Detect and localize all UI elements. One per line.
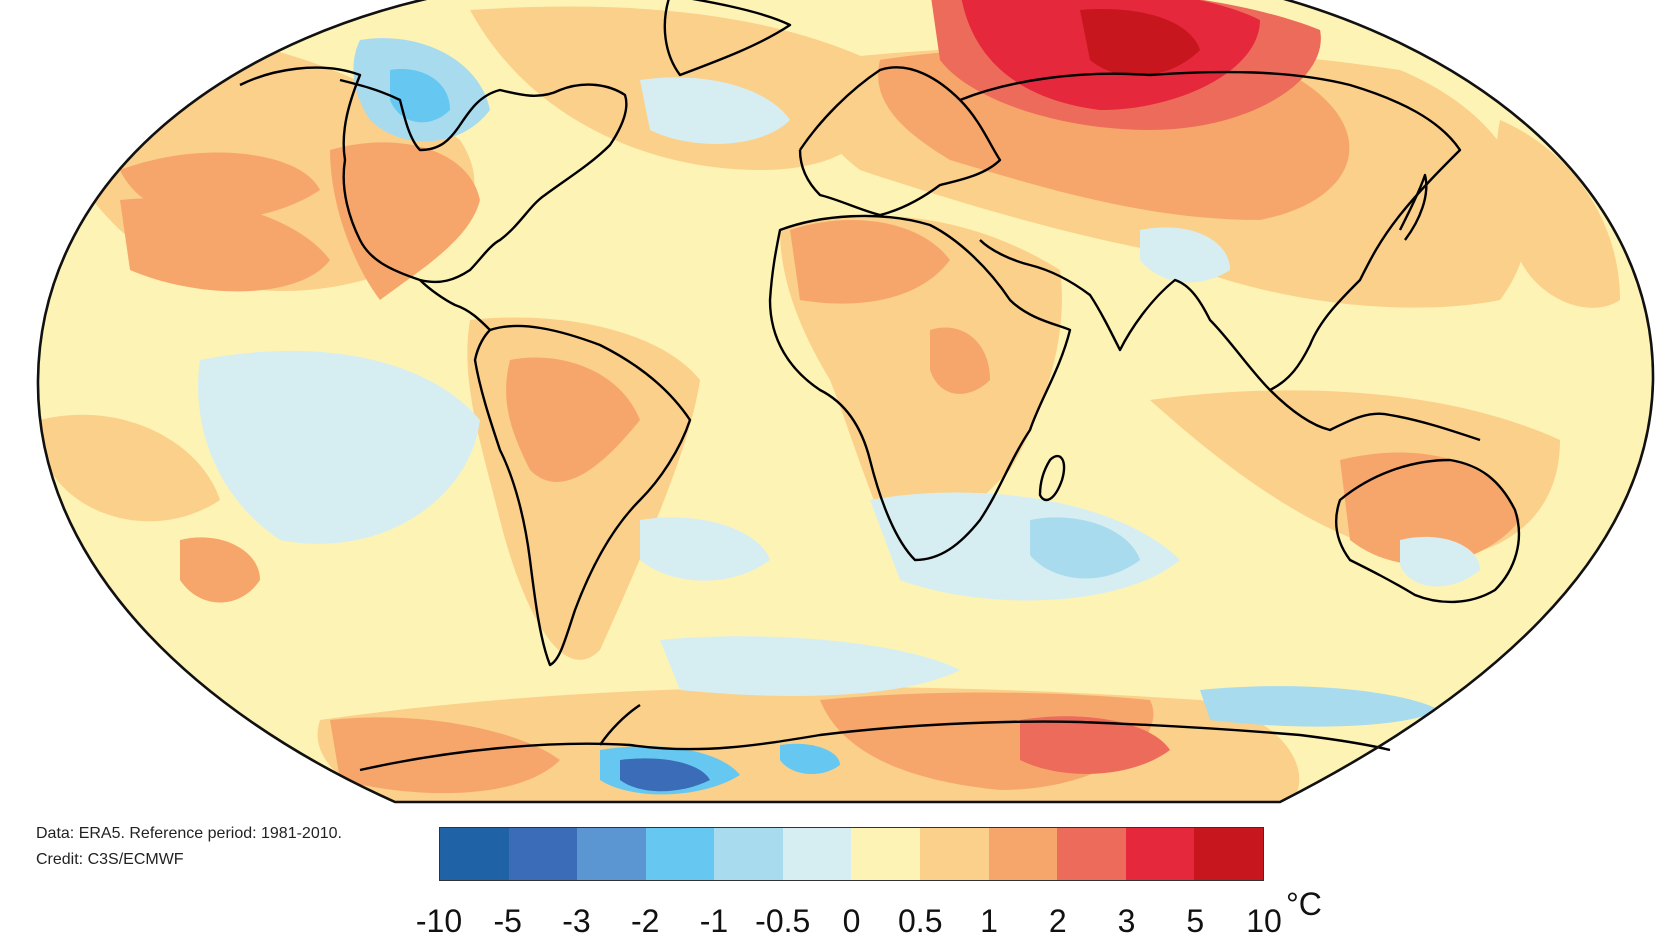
colorbar-swatch [1057,828,1126,880]
anomaly-patch [790,220,950,304]
colorbar-tick-label: 10 [1246,903,1282,939]
colorbar-tick-label: 0.5 [898,903,943,939]
antarctica-coast [359,720,1391,772]
colorbar-swatch [782,828,852,880]
colorbar-tick-label: 1 [980,903,998,939]
colorbar-swatch [988,828,1058,880]
australia-coast [1334,458,1521,604]
colorbar-tick-label: 5 [1186,903,1205,939]
colorbar-tick-label: -5 [493,903,522,939]
world-map [36,0,1655,804]
coastlines [239,0,1521,772]
africa-coast [768,214,1072,562]
credit-text: Credit: C3S/ECMWF [36,851,184,868]
colorbar-swatch [714,828,783,880]
south-america-coast [473,324,692,667]
greenland-coast [663,0,792,77]
anomaly-patch [40,414,220,522]
anomaly-patch [620,758,710,792]
antarctic-peninsula-coast [599,704,641,746]
colorbar-tick-label: -2 [631,903,660,939]
japan-coast [1398,173,1428,241]
southeast-asia-coast [1269,389,1481,442]
colorbar-swatch [851,828,921,880]
map-svg [36,0,1655,804]
anomaly-patch [1140,227,1230,283]
anomaly-patch [198,350,481,544]
data-source-text: Data: ERA5. Reference period: 1981-2010. [36,825,342,842]
colorbar-tick-label: -0.5 [755,903,811,939]
anomaly-patch [120,152,320,220]
anomaly-field [37,0,1654,802]
unit-label: °C [1286,886,1322,922]
colorbar-swatch [920,828,989,880]
north-america-coast [239,66,628,284]
anomaly-patch [1030,517,1140,579]
colorbar-swatch [508,828,578,880]
colorbar-swatch [1194,828,1263,880]
europe-coast [798,66,1002,217]
colorbar-tick-label: 2 [1048,903,1067,939]
colorbar-tick-label: -10 [415,903,463,939]
anomaly-patch [1340,452,1520,565]
anomaly-patch [1200,686,1440,727]
colorbar-ticks: -10 -5 -3 -2 -1 -0.5 0 0.5 1 2 3 5 10 [0,905,1680,945]
anomaly-patch [180,537,260,603]
colorbar-swatch [1125,828,1195,880]
anomaly-patch [930,327,990,394]
colorbar-tick-label: -3 [562,903,591,939]
asia-coast [959,70,1462,392]
colorbar-tick-label: -1 [699,903,729,939]
colorbar-tick-label: 0 [842,903,861,939]
anomaly-patch [640,517,770,581]
colorbar-swatch [577,828,646,880]
central-america-coast [419,279,491,331]
colorbar-tick-label: 3 [1117,903,1136,939]
globe-outline [36,0,1655,804]
anomaly-patch [1080,9,1200,77]
anomaly-patch [120,198,330,292]
anomaly-patch [390,69,450,123]
madagascar-coast [1038,454,1066,502]
anomaly-patch [330,142,480,300]
anomaly-patch [506,357,640,482]
colorbar-swatch [440,828,509,880]
anomaly-patch [660,636,960,696]
anomaly-patch [1400,536,1480,587]
colorbar-swatch [645,828,715,880]
anomaly-patch [1496,120,1620,308]
colorbar [439,827,1264,881]
anomaly-patch [640,77,790,144]
anomaly-patch [780,743,840,775]
anomaly-patch [1020,716,1170,774]
